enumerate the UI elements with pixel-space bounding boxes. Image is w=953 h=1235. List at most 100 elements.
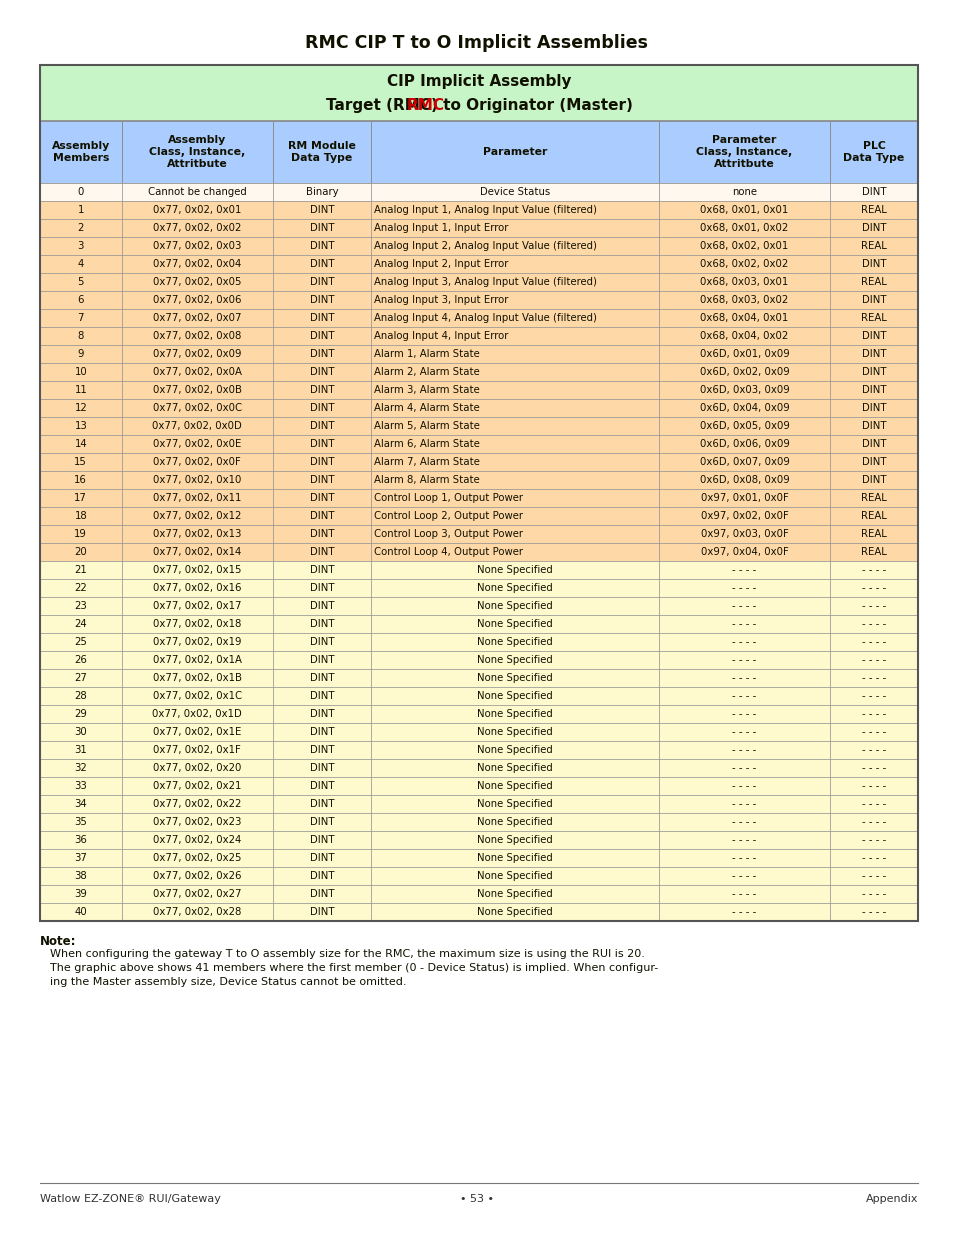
Bar (40, 183, 122, 201)
Text: - - - -: - - - - (732, 835, 756, 845)
Text: 5: 5 (77, 277, 84, 287)
Text: - - - -: - - - - (732, 781, 756, 790)
Bar (659, 237, 829, 254)
Bar (659, 777, 829, 795)
Bar (659, 885, 829, 903)
Bar (40, 201, 122, 219)
Text: DINT: DINT (861, 259, 885, 269)
Bar (659, 705, 829, 722)
Text: DINT: DINT (310, 385, 334, 395)
Bar (122, 867, 273, 885)
Text: DINT: DINT (310, 331, 334, 341)
Text: DINT: DINT (310, 799, 334, 809)
Bar (659, 363, 829, 382)
Text: DINT: DINT (310, 205, 334, 215)
Text: Alarm 6, Alarm State: Alarm 6, Alarm State (374, 438, 479, 450)
Bar (122, 363, 273, 382)
Text: RM Module
Data Type: RM Module Data Type (288, 141, 355, 163)
Bar (40, 579, 122, 597)
Text: DINT: DINT (310, 709, 334, 719)
Text: 0x77, 0x02, 0x1F: 0x77, 0x02, 0x1F (153, 745, 241, 755)
Bar (829, 237, 917, 254)
Text: - - - -: - - - - (862, 601, 885, 611)
Bar (659, 831, 829, 848)
Text: 0x77, 0x02, 0x0E: 0x77, 0x02, 0x0E (152, 438, 241, 450)
Text: 0x77, 0x02, 0x14: 0x77, 0x02, 0x14 (152, 547, 241, 557)
Text: None Specified: None Specified (476, 889, 553, 899)
Bar (829, 795, 917, 813)
Bar (371, 399, 659, 417)
Text: None Specified: None Specified (476, 835, 553, 845)
Text: - - - -: - - - - (862, 709, 885, 719)
Text: 0x6D, 0x01, 0x09: 0x6D, 0x01, 0x09 (699, 350, 789, 359)
Bar (371, 722, 659, 741)
Text: Analog Input 1, Analog Input Value (filtered): Analog Input 1, Analog Input Value (filt… (374, 205, 597, 215)
Text: DINT: DINT (310, 781, 334, 790)
Bar (40, 237, 122, 254)
Bar (122, 651, 273, 669)
Text: 39: 39 (74, 889, 87, 899)
Text: REAL: REAL (861, 277, 886, 287)
Bar (829, 903, 917, 921)
Text: 29: 29 (74, 709, 87, 719)
Text: 0x77, 0x02, 0x1E: 0x77, 0x02, 0x1E (152, 727, 241, 737)
Bar (829, 254, 917, 273)
Bar (659, 489, 829, 508)
Text: None Specified: None Specified (476, 583, 553, 593)
Bar (40, 813, 122, 831)
Bar (40, 831, 122, 848)
Bar (371, 254, 659, 273)
Bar (273, 687, 371, 705)
Text: Parameter: Parameter (482, 147, 547, 157)
Text: DINT: DINT (310, 637, 334, 647)
Text: 4: 4 (77, 259, 84, 269)
Bar (829, 831, 917, 848)
Text: None Specified: None Specified (476, 709, 553, 719)
Text: REAL: REAL (861, 529, 886, 538)
Text: 1: 1 (77, 205, 84, 215)
Bar (829, 219, 917, 237)
Text: 9: 9 (77, 350, 84, 359)
Text: DINT: DINT (310, 511, 334, 521)
Bar (40, 543, 122, 561)
Bar (829, 760, 917, 777)
Text: Control Loop 4, Output Power: Control Loop 4, Output Power (374, 547, 522, 557)
Text: 0x77, 0x02, 0x10: 0x77, 0x02, 0x10 (152, 475, 241, 485)
Text: DINT: DINT (310, 421, 334, 431)
Text: DINT: DINT (310, 763, 334, 773)
Text: 0x77, 0x02, 0x22: 0x77, 0x02, 0x22 (152, 799, 241, 809)
Text: 0x77, 0x02, 0x1C: 0x77, 0x02, 0x1C (152, 692, 241, 701)
Text: 26: 26 (74, 655, 87, 664)
Bar (40, 327, 122, 345)
Text: 0x77, 0x02, 0x23: 0x77, 0x02, 0x23 (152, 818, 241, 827)
Text: 0x77, 0x02, 0x16: 0x77, 0x02, 0x16 (152, 583, 241, 593)
Bar (40, 489, 122, 508)
Text: - - - -: - - - - (732, 564, 756, 576)
Text: 0x77, 0x02, 0x24: 0x77, 0x02, 0x24 (152, 835, 241, 845)
Text: DINT: DINT (861, 421, 885, 431)
Text: 33: 33 (74, 781, 87, 790)
Text: Alarm 3, Alarm State: Alarm 3, Alarm State (374, 385, 479, 395)
Bar (659, 273, 829, 291)
Bar (40, 399, 122, 417)
Bar (122, 687, 273, 705)
Text: None Specified: None Specified (476, 763, 553, 773)
Text: 34: 34 (74, 799, 87, 809)
Text: Analog Input 2, Input Error: Analog Input 2, Input Error (374, 259, 508, 269)
Bar (122, 121, 273, 183)
Text: DINT: DINT (310, 295, 334, 305)
Text: None Specified: None Specified (476, 818, 553, 827)
Bar (371, 183, 659, 201)
Text: Control Loop 3, Output Power: Control Loop 3, Output Power (374, 529, 522, 538)
Bar (122, 705, 273, 722)
Text: DINT: DINT (310, 889, 334, 899)
Text: 0x77, 0x02, 0x15: 0x77, 0x02, 0x15 (152, 564, 241, 576)
Bar (829, 291, 917, 309)
Text: 0x97, 0x01, 0x0F: 0x97, 0x01, 0x0F (700, 493, 787, 503)
Text: - - - -: - - - - (732, 692, 756, 701)
Bar (371, 741, 659, 760)
Bar (273, 399, 371, 417)
Text: RMC: RMC (406, 98, 444, 112)
Text: DINT: DINT (310, 871, 334, 881)
Bar (40, 121, 122, 183)
